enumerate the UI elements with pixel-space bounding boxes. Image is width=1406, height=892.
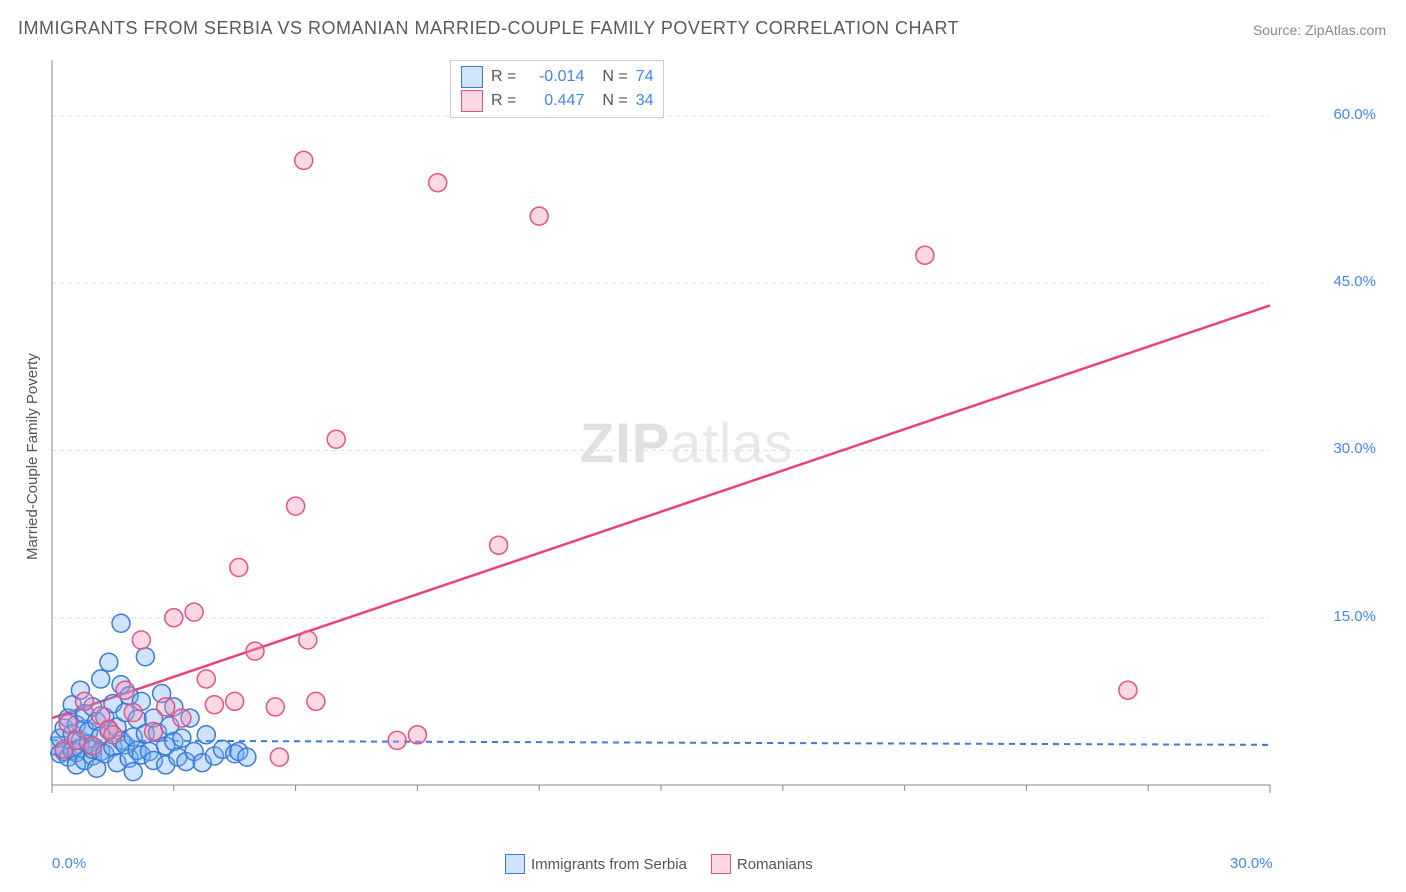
r-label: R = (491, 92, 516, 110)
legend-item-romanians: Romanians (711, 854, 813, 874)
y-tick-label: 15.0% (1333, 608, 1376, 625)
n-value-serbia: 74 (636, 68, 654, 86)
swatch-serbia (461, 66, 483, 88)
n-label: N = (602, 92, 627, 110)
correlation-legend: R = -0.014 N = 74 R = 0.447 N = 34 (450, 60, 664, 118)
legend-label: Romanians (737, 856, 813, 873)
r-value-serbia: -0.014 (524, 68, 584, 86)
source-label: Source: ZipAtlas.com (1253, 22, 1386, 38)
y-tick-label: 60.0% (1333, 106, 1376, 123)
legend-item-serbia: Immigrants from Serbia (505, 854, 687, 874)
swatch-icon (711, 854, 731, 874)
n-label: N = (602, 68, 627, 86)
r-label: R = (491, 68, 516, 86)
n-value-romanians: 34 (636, 92, 654, 110)
swatch-icon (505, 854, 525, 874)
x-tick-label: 0.0% (52, 855, 86, 872)
chart-title: IMMIGRANTS FROM SERBIA VS ROMANIAN MARRI… (18, 18, 959, 39)
scatter-chart (50, 55, 1340, 815)
y-axis-label: Married-Couple Family Poverty (24, 353, 41, 560)
legend-label: Immigrants from Serbia (531, 856, 687, 873)
x-tick-label: 30.0% (1230, 855, 1273, 872)
swatch-romanians (461, 90, 483, 112)
series-legend: Immigrants from Serbia Romanians (505, 854, 813, 874)
y-tick-label: 45.0% (1333, 273, 1376, 290)
y-tick-label: 30.0% (1333, 440, 1376, 457)
r-value-romanians: 0.447 (524, 92, 584, 110)
legend-row-serbia: R = -0.014 N = 74 (461, 65, 653, 89)
legend-row-romanians: R = 0.447 N = 34 (461, 89, 653, 113)
